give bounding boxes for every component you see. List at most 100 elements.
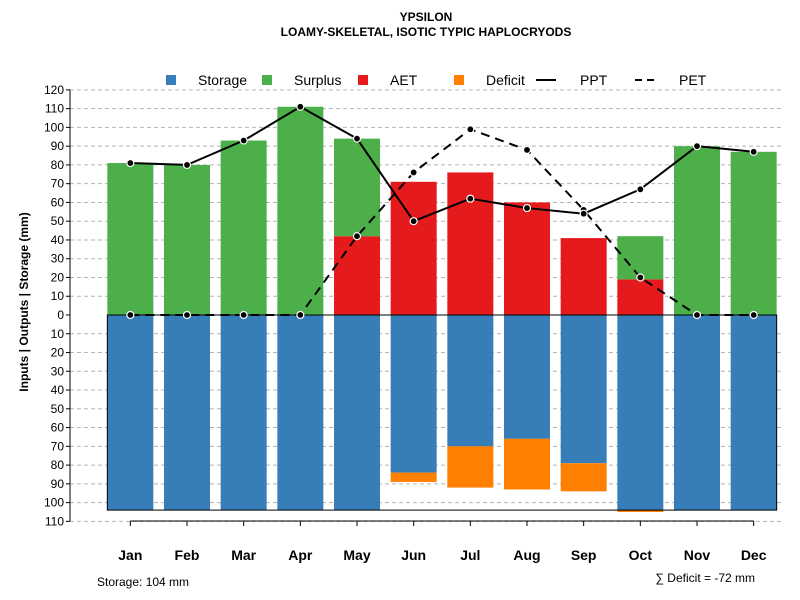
ppt-point: [522, 203, 532, 213]
pet-point: [466, 125, 475, 134]
y-tick-label: 100: [44, 120, 64, 134]
storage-bar: [674, 315, 720, 511]
x-tick-label: Dec: [741, 547, 767, 563]
ppt-point: [239, 136, 248, 145]
y-tick-label: 80: [51, 158, 65, 172]
storage-bar: [164, 315, 210, 511]
deficit-bar: [390, 472, 437, 482]
pet-point: [296, 310, 305, 320]
pet-point: [692, 310, 702, 320]
ppt-point: [296, 102, 305, 111]
deficit-footnote: ∑ Deficit = -72 mm: [655, 571, 755, 585]
surplus-bar: [107, 163, 154, 315]
deficit-bar: [617, 510, 664, 512]
y-tick-label: 50: [51, 402, 65, 416]
x-tick-label: Oct: [629, 547, 653, 563]
y-tick-label: 100: [44, 496, 64, 510]
y-tick-label: 90: [51, 477, 65, 491]
ppt-point: [749, 147, 758, 156]
storage-bar: [617, 315, 664, 511]
legend: Storage Surplus AET Deficit PPT PET: [166, 72, 707, 88]
y-tick-label: 30: [51, 364, 65, 378]
legend-label-deficit: Deficit: [486, 72, 525, 88]
storage-bar: [447, 315, 494, 447]
legend-label-pet: PET: [679, 72, 707, 88]
y-tick-label: 10: [51, 289, 65, 303]
y-axis-label: Inputs | Outputs | Storage (mm): [17, 212, 31, 391]
storage-bar: [220, 315, 267, 511]
y-tick-label: 20: [51, 346, 65, 360]
y-tick-label: 10: [51, 327, 65, 341]
y-tick-label: 110: [45, 514, 64, 528]
storage-bar: [107, 315, 154, 511]
legend-label-surplus: Surplus: [294, 72, 341, 88]
y-tick-label: 50: [51, 214, 65, 228]
pet-point: [126, 310, 135, 320]
pet-point: [182, 310, 192, 320]
legend-swatch-aet: [358, 75, 368, 85]
deficit-bar: [560, 463, 607, 492]
y-tick-label: 40: [51, 383, 65, 397]
aet-bar: [560, 238, 607, 315]
x-tick-label: Aug: [513, 547, 540, 563]
y-tick-label: 0: [57, 308, 64, 322]
y-tick-label: 70: [51, 439, 65, 453]
ppt-point: [409, 217, 418, 226]
ppt-point: [579, 209, 588, 218]
legend-swatch-surplus: [262, 75, 272, 85]
pet-point: [352, 232, 362, 241]
aet-bar: [447, 172, 494, 315]
x-tick-label: Jan: [118, 547, 142, 563]
storage-footnote: Storage: 104 mm: [97, 575, 189, 589]
ppt-point: [466, 194, 475, 203]
ppt-point: [636, 185, 645, 194]
y-tick-label: 40: [51, 233, 65, 247]
x-tick-label: Mar: [231, 547, 256, 563]
y-tick-label: 80: [51, 458, 65, 472]
axis-layer: 1201101009080706050403020100102030405060…: [44, 83, 767, 563]
y-tick-label: 120: [44, 83, 64, 97]
chart-subtitle: LOAMY-SKELETAL, ISOTIC TYPIC HAPLOCRYODS: [281, 25, 572, 39]
aet-bar: [504, 202, 550, 315]
surplus-bar: [730, 151, 777, 315]
ppt-point: [182, 160, 192, 170]
legend-label-aet: AET: [390, 72, 418, 88]
storage-bar: [277, 315, 324, 511]
pet-point: [409, 168, 418, 177]
surplus-bar: [277, 106, 324, 315]
pet-point: [749, 310, 758, 320]
deficit-bar: [447, 446, 494, 488]
y-tick-label: 90: [51, 139, 65, 153]
y-tick-label: 60: [51, 195, 65, 209]
y-tick-label: 60: [51, 421, 65, 435]
chart-title: YPSILON: [400, 10, 453, 24]
line-layer: [126, 102, 758, 320]
storage-bar: [504, 315, 550, 439]
storage-bar: [334, 315, 380, 511]
ppt-point: [352, 134, 362, 143]
surplus-bar: [334, 138, 380, 237]
deficit-bar: [504, 438, 550, 490]
x-tick-label: Sep: [571, 547, 597, 563]
x-tick-label: May: [343, 547, 370, 563]
surplus-bar: [617, 236, 664, 280]
pet-point: [636, 273, 645, 282]
ppt-point: [692, 142, 702, 151]
surplus-bar: [220, 140, 267, 315]
legend-label-storage: Storage: [198, 72, 247, 88]
pet-line: [130, 128, 754, 316]
pet-point: [522, 145, 532, 155]
y-tick-label: 70: [51, 177, 65, 191]
aet-bar: [334, 236, 380, 315]
y-tick-label: 20: [51, 270, 65, 284]
legend-swatch-deficit: [454, 75, 464, 85]
y-tick-label: 30: [51, 252, 65, 266]
surplus-bar: [164, 164, 210, 315]
x-tick-label: Apr: [288, 547, 313, 563]
x-tick-label: Feb: [175, 547, 200, 563]
y-tick-label: 110: [45, 102, 64, 116]
legend-swatch-storage: [166, 75, 176, 85]
bar-layer: [106, 106, 778, 512]
